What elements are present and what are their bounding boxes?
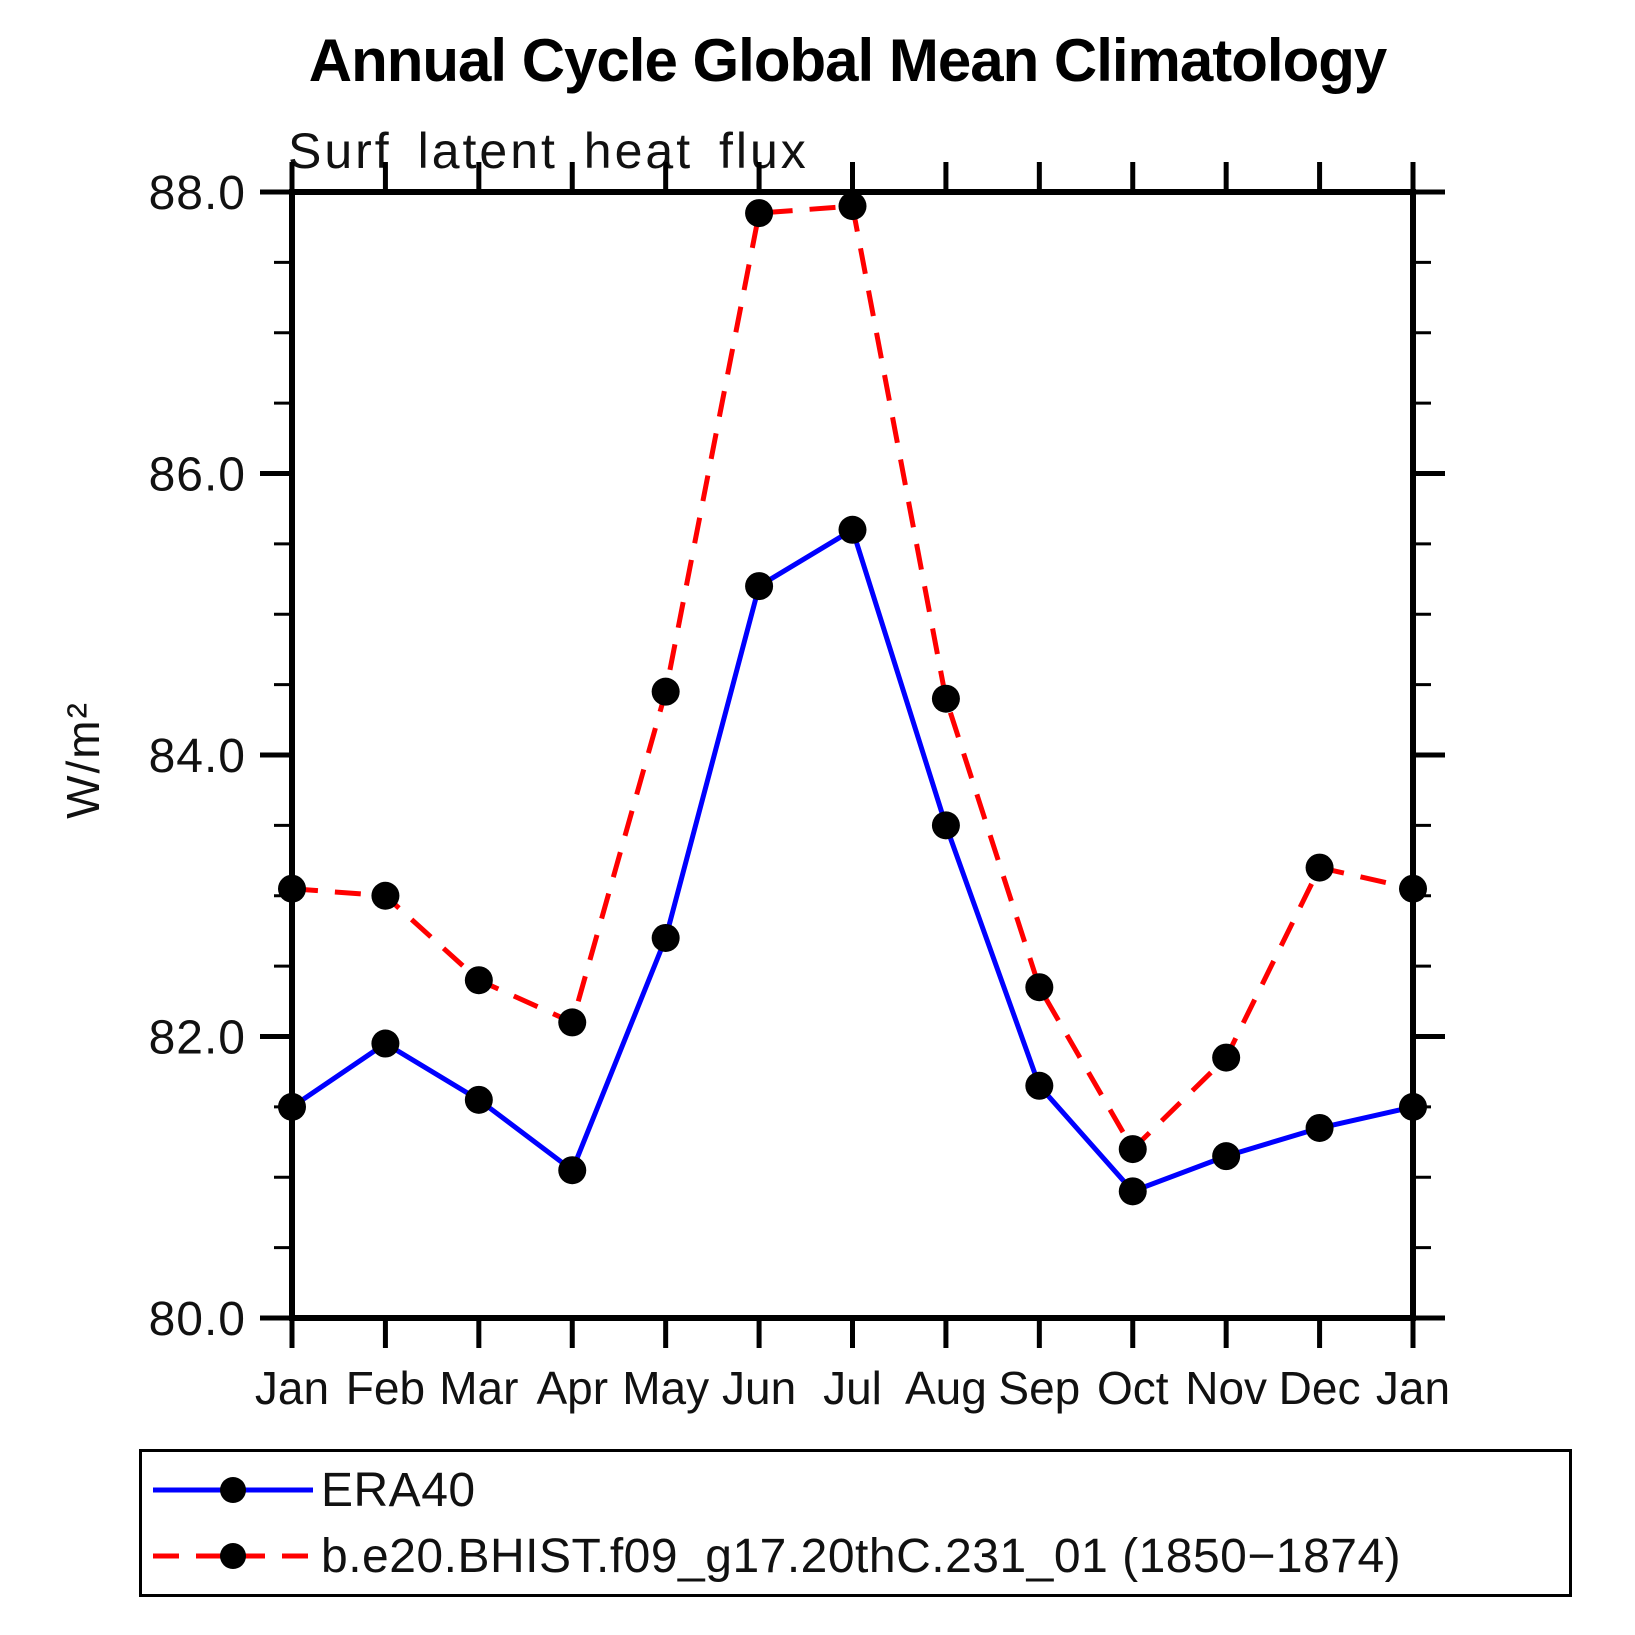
y-tick-label: 82.0 — [149, 1012, 246, 1065]
era40-line — [290, 526, 1414, 1195]
legend-box: ERA40 b.e20.BHIST.f09_g17.20thC.231_01 (… — [139, 1449, 1572, 1597]
data-point-marker — [1212, 1043, 1241, 1072]
data-point-marker — [745, 199, 774, 228]
legend-item-model: b.e20.BHIST.f09_g17.20thC.231_01 (1850−1… — [147, 1529, 1569, 1583]
data-point-marker — [464, 966, 493, 995]
data-point-marker — [931, 684, 960, 713]
chart-subtitle: Surf latent heat flux — [288, 123, 809, 179]
model-line — [291, 203, 1414, 1154]
x-tick-label: Mar — [439, 1362, 518, 1414]
legend-marker-dot — [220, 1477, 246, 1503]
x-tick-label: Jul — [823, 1362, 882, 1414]
data-point-marker — [371, 881, 400, 910]
x-tick-label: May — [622, 1362, 709, 1414]
data-point-marker — [838, 192, 867, 221]
data-point-marker — [558, 1008, 587, 1037]
data-point-marker — [651, 923, 680, 952]
data-point-marker — [1399, 874, 1427, 903]
data-point-marker — [838, 515, 867, 544]
data-point-marker — [1212, 1142, 1241, 1171]
x-tick-label: Jan — [1376, 1362, 1450, 1414]
x-tick-label: Dec — [1279, 1362, 1361, 1414]
data-point-marker — [1118, 1135, 1147, 1164]
y-tick-label: 80.0 — [149, 1293, 246, 1346]
data-point-marker — [931, 811, 960, 840]
data-point-marker — [1025, 1071, 1054, 1100]
data-point-marker — [1305, 853, 1334, 882]
x-tick-label: Aug — [905, 1362, 987, 1414]
data-point-marker — [1025, 973, 1054, 1002]
data-point-marker — [1399, 1092, 1427, 1121]
x-tick-label: Apr — [536, 1362, 608, 1414]
data-point-marker — [1305, 1113, 1334, 1142]
legend-marker-dot — [220, 1543, 246, 1569]
y-tick-label: 84.0 — [149, 730, 246, 783]
data-point-marker — [464, 1085, 493, 1114]
data-point-marker — [278, 874, 306, 903]
x-tick-label: Oct — [1097, 1362, 1169, 1414]
data-point-marker — [558, 1156, 587, 1185]
x-tick-label: Feb — [346, 1362, 425, 1414]
x-tick-label: Jun — [722, 1362, 796, 1414]
data-point-marker — [1118, 1177, 1147, 1206]
x-tick-label: Jan — [255, 1362, 329, 1414]
data-point-marker — [651, 677, 680, 706]
x-tick-label: Nov — [1185, 1362, 1267, 1414]
legend-swatch-solid — [153, 1477, 313, 1503]
y-tick-label: 86.0 — [149, 449, 246, 502]
legend-swatch-dashed — [153, 1543, 313, 1569]
y-tick-label: 88.0 — [149, 167, 246, 220]
page-title: Annual Cycle Global Mean Climatology — [308, 27, 1388, 94]
data-point-marker — [278, 1092, 306, 1121]
data-point-marker — [745, 572, 774, 601]
x-tick-label: Sep — [998, 1362, 1080, 1414]
legend-label-model: b.e20.BHIST.f09_g17.20thC.231_01 (1850−1… — [321, 1529, 1402, 1583]
data-point-marker — [371, 1029, 400, 1058]
legend-label-era40: ERA40 — [321, 1463, 476, 1517]
legend-item-era40: ERA40 — [147, 1463, 1569, 1517]
